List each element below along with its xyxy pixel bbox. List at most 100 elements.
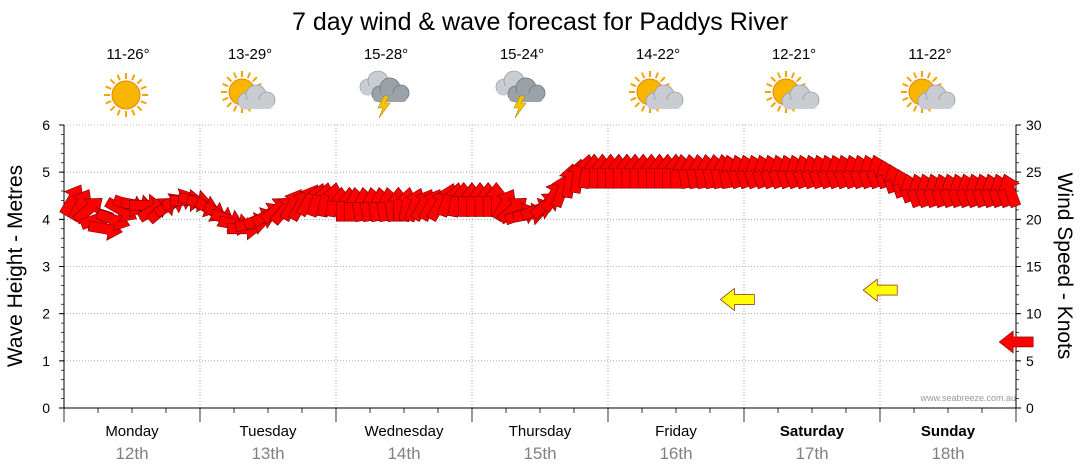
weather-header: 11-26° 13-29° 15-28° 15-24° 14-22° 12-21° 11-2… xyxy=(104,46,956,119)
sun-ray xyxy=(131,74,136,81)
sun-ray xyxy=(777,105,782,112)
day-date: 17th xyxy=(795,444,828,463)
sun-ray xyxy=(634,76,641,83)
sun-ray xyxy=(634,101,641,108)
sun-ray xyxy=(105,85,112,90)
day-date: 12th xyxy=(115,444,148,463)
sun-ray xyxy=(222,96,229,101)
sun-ray xyxy=(902,83,909,88)
wind-arrows xyxy=(59,153,1034,354)
day-name: Sunday xyxy=(921,423,976,440)
temp-range: 11-22° xyxy=(908,46,951,63)
sun-ray xyxy=(131,109,136,116)
lightning-bolt xyxy=(513,95,527,119)
right-tick-label: 5 xyxy=(1026,353,1034,369)
sun-ray xyxy=(116,109,121,116)
temp-range: 13-29° xyxy=(228,46,272,63)
sun-ray xyxy=(136,105,143,112)
right-tick-label: 15 xyxy=(1026,259,1042,275)
day-name: Thursday xyxy=(509,423,572,440)
sun-ray xyxy=(766,83,773,88)
day-date: 16th xyxy=(659,444,692,463)
sun-ray xyxy=(116,74,121,81)
sun-ray xyxy=(233,105,238,112)
right-tick-label: 10 xyxy=(1026,306,1042,322)
cloud-base xyxy=(509,93,543,102)
sun-ray xyxy=(795,76,802,83)
sun-ray xyxy=(136,78,143,85)
left-tick-label: 3 xyxy=(42,259,50,275)
sun-ray xyxy=(777,72,782,79)
temp-range: 14-22° xyxy=(636,46,680,63)
storm-icon xyxy=(495,70,546,119)
sun-ray xyxy=(931,76,938,83)
sun-ray xyxy=(766,96,773,101)
sun-ray xyxy=(246,72,251,79)
sun-ray xyxy=(913,72,918,79)
cloud-base xyxy=(647,100,681,109)
lightning-bolt xyxy=(377,95,391,119)
sun-ray xyxy=(251,76,258,83)
cloud-base xyxy=(239,100,273,109)
sun-disc xyxy=(111,80,141,110)
gridlines xyxy=(64,124,1016,408)
temp-range: 15-24° xyxy=(500,46,544,63)
left-axis-label: Wave Height - Metres xyxy=(4,165,27,367)
sun-ray xyxy=(109,78,116,85)
temp-range: 15-28° xyxy=(364,46,408,63)
storm-icon xyxy=(359,70,410,119)
sun-ray xyxy=(770,101,777,108)
sun-ray xyxy=(226,76,233,83)
sun-ray xyxy=(654,72,659,79)
day-name: Saturday xyxy=(780,423,845,440)
left-tick-label: 1 xyxy=(42,353,50,369)
wind-arrow-highlight xyxy=(719,287,755,312)
right-axis-label: Wind Speed - Knots xyxy=(1053,173,1076,360)
day-date: 18th xyxy=(931,444,964,463)
day-name: Tuesday xyxy=(240,423,297,440)
day-name: Wednesday xyxy=(365,423,444,440)
sun-ray xyxy=(140,100,147,105)
right-tick-label: 30 xyxy=(1026,117,1042,133)
left-tick-label: 4 xyxy=(42,211,50,227)
day-date: 15th xyxy=(523,444,556,463)
temp-range: 12-21° xyxy=(772,46,816,63)
left-tick-label: 5 xyxy=(42,164,50,180)
sun-cloud-icon xyxy=(221,71,276,113)
day-date: 13th xyxy=(251,444,284,463)
sun-ray xyxy=(630,83,637,88)
sun-icon xyxy=(104,73,148,117)
sun-ray xyxy=(105,100,112,105)
sun-ray xyxy=(770,76,777,83)
left-tick-label: 2 xyxy=(42,306,50,322)
sun-cloud-icon xyxy=(629,71,684,113)
left-tick-label: 0 xyxy=(42,400,50,416)
sun-ray xyxy=(790,72,795,79)
sun-ray xyxy=(641,72,646,79)
right-tick-label: 0 xyxy=(1026,400,1034,416)
sun-ray xyxy=(926,72,931,79)
sun-ray xyxy=(913,105,918,112)
sun-ray xyxy=(109,105,116,112)
cloud-base xyxy=(373,93,407,102)
axes: 0 1 2 3 4 5 6 30 25 20 15 10 5 0 xyxy=(42,117,1042,422)
sun-ray xyxy=(233,72,238,79)
day-name: Monday xyxy=(105,423,159,440)
right-tick-label: 20 xyxy=(1026,211,1042,227)
sun-ray xyxy=(902,96,909,101)
chart-title: 7 day wind & wave forecast for Paddys Ri… xyxy=(292,8,788,36)
day-labels: Monday 12th Tuesday 13th Wednesday 14th Thursd… xyxy=(105,423,975,463)
temp-range: 11-26° xyxy=(106,46,149,63)
credit-text: www.seabreeze.com.au xyxy=(919,393,1016,403)
wind-arrow xyxy=(998,173,1021,209)
sun-ray xyxy=(140,85,147,90)
sun-ray xyxy=(630,96,637,101)
sun-ray xyxy=(906,76,913,83)
cloud-base xyxy=(919,100,953,109)
cloud-base xyxy=(783,100,817,109)
wind-arrow-highlight xyxy=(862,278,898,302)
sun-ray xyxy=(906,101,913,108)
sun-ray xyxy=(641,105,646,112)
sun-ray xyxy=(222,83,229,88)
